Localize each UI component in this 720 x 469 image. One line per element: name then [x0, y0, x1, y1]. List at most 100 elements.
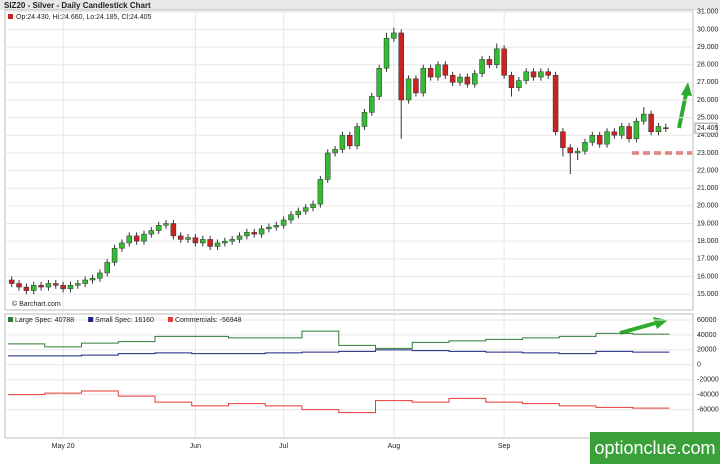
candle-body — [67, 285, 74, 290]
candle-body — [214, 242, 221, 247]
candle-body — [273, 225, 280, 228]
candle-body — [501, 48, 507, 76]
y-tick-label: 60000 — [697, 317, 717, 324]
source: © Barchart.com — [12, 300, 61, 308]
candle-body — [574, 150, 581, 154]
candle-body — [589, 135, 596, 143]
candle-body — [405, 78, 412, 101]
candle-body — [148, 230, 155, 235]
y-tick-label: 24.000 — [697, 132, 719, 139]
candle-body — [177, 235, 184, 240]
candle-body — [618, 126, 625, 136]
candle-body — [354, 126, 360, 147]
legend-swatch — [8, 317, 13, 322]
candle-body — [244, 232, 250, 237]
candle-body — [60, 285, 66, 290]
candle-body — [552, 75, 559, 133]
step-line — [8, 390, 670, 414]
y-tick-label: 40000 — [697, 332, 717, 339]
candle-body — [427, 67, 434, 78]
y-tick-label: 0 — [697, 362, 701, 369]
candle-body — [23, 286, 30, 291]
candle-body — [596, 135, 603, 145]
candle-body — [376, 67, 382, 97]
candle-body — [398, 32, 404, 101]
candle-body — [435, 64, 441, 78]
x-tick-label: Jul — [279, 443, 288, 450]
candle-body — [38, 285, 44, 288]
candle-body — [626, 126, 632, 140]
candle-body — [192, 237, 199, 244]
candle-body — [648, 113, 654, 133]
candle-body — [163, 223, 169, 226]
y-tick-label: 21.000 — [697, 185, 719, 192]
candle-body — [222, 240, 228, 244]
y-tick-label: 20000 — [697, 347, 717, 354]
candle-body — [442, 64, 449, 76]
candle-body — [302, 207, 309, 212]
candle-body — [516, 80, 522, 88]
y-tick-label: -20000 — [697, 377, 719, 384]
candle-body — [560, 131, 566, 148]
candle-body — [494, 48, 500, 65]
x-tick-label: May 20 — [52, 443, 75, 450]
candle-body — [324, 152, 331, 180]
candle-body — [508, 75, 515, 88]
y-tick-label: 26.000 — [697, 97, 719, 104]
y-tick-label: -60000 — [697, 406, 719, 413]
candle-body — [633, 120, 640, 140]
chart-title: SIZ20 - Silver - Daily Candlestick Chart — [4, 1, 151, 10]
candle-body — [133, 235, 140, 242]
candle-body — [530, 71, 537, 78]
candle-body — [97, 272, 103, 279]
step-line — [8, 330, 670, 349]
candle-body — [45, 283, 52, 288]
candle-body — [383, 37, 390, 69]
watermark: optionclue.com — [594, 438, 715, 458]
candle-body — [258, 228, 265, 235]
candle-body — [449, 75, 456, 83]
candle-body — [391, 32, 397, 39]
legend-swatch — [88, 317, 94, 322]
candle-body — [655, 126, 662, 133]
candle-body — [207, 239, 213, 247]
x-tick-label: Aug — [388, 443, 401, 450]
candle-body — [479, 59, 485, 74]
y-tick-label: 17.000 — [697, 256, 719, 263]
y-tick-label: 27.000 — [697, 79, 719, 86]
watermark-box — [590, 432, 720, 464]
legend-label: Large Spec: 40788 — [15, 317, 74, 324]
candle-body — [200, 239, 206, 244]
arrow — [677, 82, 692, 129]
candle-body — [53, 283, 59, 286]
candle-body — [126, 235, 133, 244]
title-bar — [0, 0, 720, 10]
candle-body — [30, 285, 37, 291]
candle-body — [361, 112, 368, 127]
candle-body — [266, 226, 272, 230]
legend-swatch — [8, 14, 13, 19]
candle-body — [413, 78, 419, 94]
x-tick-label: Jun — [190, 443, 201, 450]
candle-body — [538, 71, 544, 78]
candle-body — [170, 223, 177, 237]
y-tick-label: 28.000 — [697, 62, 719, 69]
candle-body — [89, 277, 96, 281]
legend-label: Small Spec: 16160 — [95, 317, 154, 324]
y-tick-label: 22.000 — [697, 167, 719, 174]
last-price-label: 24.405 — [697, 125, 719, 132]
y-tick-label: 16.000 — [697, 273, 719, 280]
y-tick-label: 18.000 — [697, 238, 719, 245]
candle-body — [641, 113, 647, 122]
ohlc-label: Op:24.430, Hi:24.660, Lo:24.185, Cl:24.4… — [16, 14, 152, 21]
y-tick-label: 30.000 — [697, 26, 719, 33]
legend-label: Commercials: -56948 — [175, 317, 242, 324]
candle-body — [369, 96, 375, 113]
candle-body — [611, 131, 618, 136]
candle-body — [295, 210, 302, 215]
x-tick-label: Sep — [498, 443, 511, 450]
candle-body — [332, 149, 338, 154]
candle-body — [185, 237, 191, 240]
candle-body — [486, 59, 493, 65]
